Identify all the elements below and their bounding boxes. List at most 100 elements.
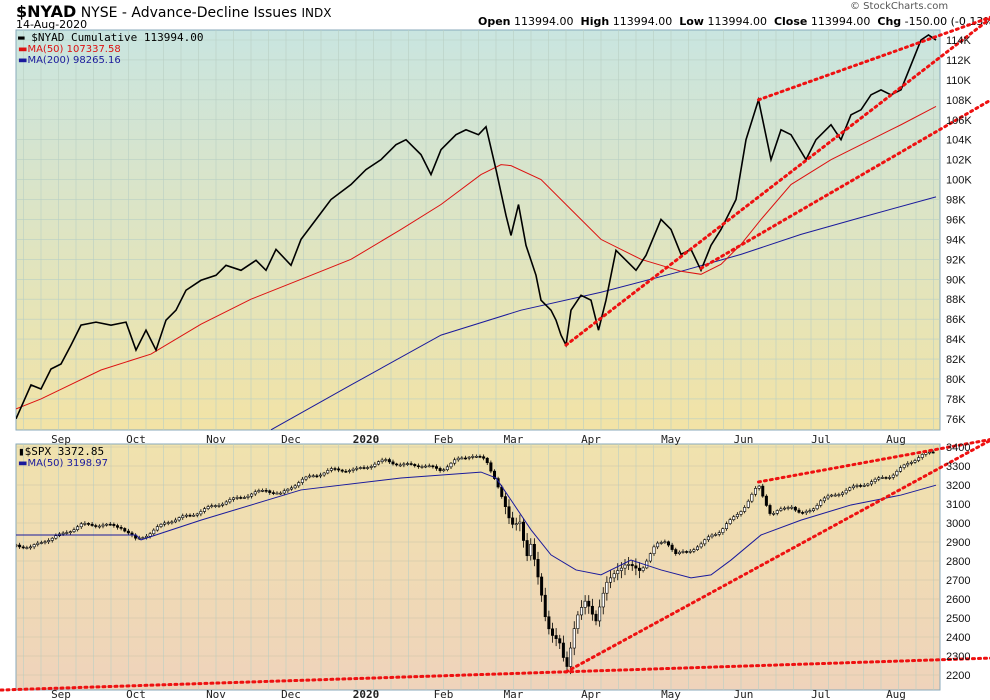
month-label: Sep (51, 433, 71, 446)
candle (478, 456, 482, 458)
candle (380, 459, 384, 462)
nyad-line (16, 34, 937, 420)
high-value: 113994.00 (612, 15, 673, 28)
candle (97, 525, 101, 528)
trendline (699, 98, 990, 270)
candle (750, 493, 754, 502)
candle (743, 507, 747, 512)
candle (518, 521, 522, 525)
y-tick-label: 82K (946, 354, 966, 366)
y-tick-label: 102K (946, 155, 972, 167)
close-value: 113994.00 (810, 15, 871, 28)
candle (844, 489, 848, 494)
legend-ma50: ▬MA(50) 107337.58 (18, 44, 121, 55)
candle (257, 490, 261, 493)
candle (492, 470, 496, 479)
candle (612, 573, 616, 579)
candle (507, 506, 511, 519)
candle (833, 494, 837, 497)
candle (36, 542, 40, 545)
candle (909, 461, 913, 464)
month-label: Jun (734, 433, 754, 446)
legend-nyad: ▬ $NYAD Cumulative 113994.00 (18, 31, 203, 44)
candle (246, 495, 250, 498)
candle (210, 505, 214, 508)
candle (50, 537, 54, 541)
symbol: $NYAD (16, 2, 77, 21)
candle (699, 543, 703, 548)
y-tick-label: 110K (946, 75, 972, 87)
candle (413, 464, 417, 467)
candle (333, 468, 337, 470)
candle (692, 549, 696, 552)
month-label: Nov (206, 433, 226, 446)
trendline (564, 438, 990, 674)
nyad-panel (15, 29, 941, 431)
y-tick-label: 3000 (946, 518, 970, 530)
candle (195, 513, 199, 516)
candle (177, 517, 181, 521)
candle (587, 600, 591, 607)
low-value: 113994.00 (707, 15, 767, 28)
candle (706, 536, 710, 541)
candle (891, 474, 895, 478)
candle (565, 657, 569, 667)
candle (431, 465, 435, 468)
candle (521, 521, 525, 541)
candle (39, 542, 43, 544)
spx-legend: ▮$SPX 3372.85 ▬MA(50) 3198.97 (18, 445, 108, 469)
candle (152, 529, 156, 535)
candle (206, 506, 210, 509)
candle (54, 535, 58, 539)
y-tick-label: 112K (946, 55, 972, 67)
candle (862, 485, 866, 487)
candle (895, 471, 899, 476)
candle (634, 565, 638, 569)
month-label: Mar (504, 688, 524, 700)
candle (554, 635, 558, 639)
y-tick-label: 108K (946, 95, 972, 107)
candle (297, 482, 301, 487)
candle (279, 492, 283, 495)
month-label: Jul (811, 688, 831, 700)
candle (569, 647, 573, 667)
legend-ma200: ▬MA(200) 98265.16 (18, 55, 121, 66)
high-label: High (580, 15, 610, 28)
candle (714, 534, 718, 536)
candle (442, 469, 446, 472)
spx-panel (15, 443, 941, 691)
candle (558, 638, 562, 644)
candle (703, 539, 707, 545)
candle (427, 465, 431, 468)
candle (590, 605, 594, 615)
candle (648, 553, 652, 562)
candle (326, 470, 330, 474)
month-label: Dec (281, 688, 301, 700)
candle (779, 508, 783, 511)
candle (884, 477, 888, 479)
candle (851, 485, 855, 489)
candle (768, 505, 772, 514)
candle (163, 522, 167, 525)
candle (681, 551, 685, 553)
candle (47, 540, 51, 543)
candle (271, 492, 275, 494)
nyad-legend: ▬ $NYAD Cumulative 113994.00 ▬MA(50) 107… (18, 31, 203, 66)
candle (166, 522, 170, 524)
candle (402, 463, 406, 466)
candle (79, 523, 83, 528)
candle (482, 456, 486, 459)
open-label: Open (478, 15, 511, 28)
y-tick-label: 100K (946, 175, 972, 187)
candle (340, 469, 344, 472)
candle (931, 451, 935, 454)
candle (318, 474, 322, 477)
chart-date: 14-Aug-2020 (16, 18, 88, 31)
candle (123, 528, 127, 532)
candle (445, 466, 449, 471)
candle (61, 532, 65, 535)
candle (670, 544, 674, 550)
candle (819, 500, 823, 506)
candle (72, 529, 76, 532)
